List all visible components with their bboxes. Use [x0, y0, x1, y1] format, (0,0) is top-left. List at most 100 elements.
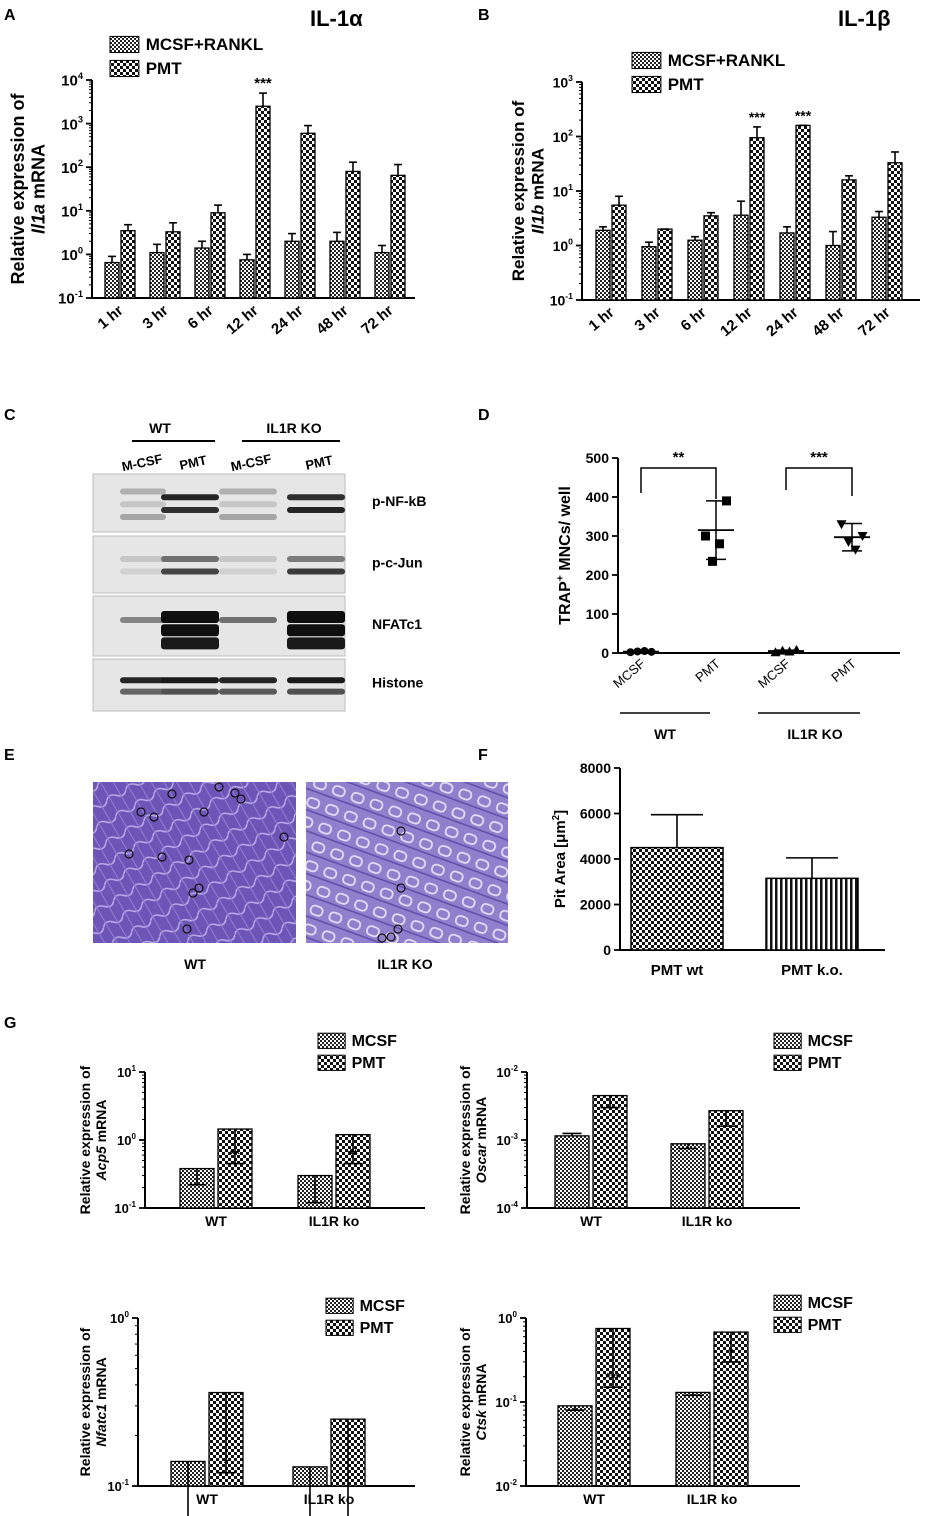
- bar-G2-0-0: [554, 1135, 590, 1209]
- ytick-label-B: 101: [553, 182, 574, 199]
- bar-A-0-2: [194, 247, 210, 299]
- xtick-label-B: 72 hr: [855, 304, 894, 340]
- xtick-label-A: 24 hr: [268, 302, 307, 338]
- pit-marker-circle: [236, 794, 246, 804]
- pit-marker-circle: [188, 888, 198, 898]
- blot-band: [161, 494, 219, 501]
- blot-lane-label: M-CSF: [120, 451, 163, 474]
- blot-band-label: Histone: [372, 675, 424, 691]
- ytick-label-G2: 10-2: [496, 1064, 518, 1080]
- xtick-label-B: 3 hr: [632, 304, 664, 335]
- legend-G3-entry-1: PMT: [360, 1320, 394, 1337]
- panel-letter-E: E: [4, 747, 15, 764]
- bar-B-1-0: [611, 204, 627, 301]
- data-point-D: [701, 531, 710, 541]
- pit-marker-circle: [182, 924, 192, 934]
- legend-G4-swatch-0: [773, 1294, 802, 1311]
- bar-A-0-6: [374, 251, 390, 299]
- blot-band: [120, 488, 166, 495]
- ylabel-G4: Relative expression ofCtsk mRNA: [457, 1327, 489, 1476]
- xtick-label-D: MCSF: [610, 656, 648, 691]
- blot-band: [120, 568, 166, 575]
- ytick-label-B: 102: [553, 128, 574, 145]
- significance-D: ***: [810, 449, 828, 466]
- bar-G4-0-1: [675, 1391, 711, 1487]
- blot-band: [161, 688, 219, 695]
- ytick-label-A: 104: [61, 71, 84, 90]
- xtick-label-B: 1 hr: [586, 304, 618, 335]
- legend-G2-entry-1: PMT: [808, 1055, 842, 1072]
- legend-A-entry-1: PMT: [146, 59, 183, 78]
- panel-letter-B: B: [478, 7, 490, 24]
- xtick-label-B: 24 hr: [763, 304, 802, 340]
- bar-B-1-1: [657, 228, 673, 301]
- legend-A-entry-0: MCSF+RANKL: [146, 35, 264, 54]
- panel-letter-D: D: [478, 407, 490, 424]
- ytick-label-G1: 100: [117, 1132, 136, 1148]
- legend-B-swatch-0: [631, 51, 662, 70]
- bar-B-1-3: [749, 137, 765, 301]
- bar-A-0-4: [284, 240, 300, 299]
- bar-A-0-0: [104, 261, 120, 299]
- legend-B-entry-0: MCSF+RANKL: [668, 51, 786, 70]
- comparison-bracket-D: [785, 467, 853, 496]
- ylabel-G1: Relative expression ofAcp5 mRNA: [77, 1065, 109, 1214]
- pit-marker-circle: [149, 812, 159, 822]
- ytick-label-G1: 10-1: [114, 1200, 136, 1216]
- blot-lane-label: PMT: [304, 452, 334, 472]
- blot-band: [219, 501, 277, 508]
- bar-B-0-6: [871, 216, 887, 301]
- blot-band: [120, 501, 166, 508]
- ytick-label-D: 0: [601, 645, 609, 661]
- legend-G2-swatch-1: [773, 1054, 802, 1071]
- ytick-label-A: 101: [61, 202, 83, 221]
- ytick-label-A: 100: [61, 245, 83, 264]
- ytick-label-G2: 10-4: [496, 1200, 518, 1216]
- bar-B-0-0: [595, 229, 611, 301]
- significance-B: ***: [749, 109, 766, 125]
- data-point-D: [715, 539, 724, 549]
- pit-marker-circle: [184, 855, 194, 865]
- blot-band: [161, 507, 219, 514]
- panel-letter-G: G: [4, 1015, 16, 1032]
- blot-band: [120, 677, 166, 684]
- blot-band: [161, 624, 219, 637]
- blot-band: [287, 677, 345, 684]
- title-A: IL-1α: [310, 6, 363, 31]
- legend-G4-entry-1: PMT: [808, 1317, 842, 1334]
- legend-G1-swatch-1: [317, 1054, 346, 1071]
- ylabel-D: TRAP+ MNCs/ well: [556, 486, 574, 625]
- xtick-label-A: 12 hr: [223, 302, 262, 338]
- ytick-label-G4: 10-1: [495, 1394, 517, 1410]
- legend-G3-swatch-1: [325, 1319, 354, 1336]
- pit-marker-circle: [230, 788, 240, 798]
- ytick-label-F: 6000: [580, 806, 611, 822]
- ytick-label-D: 100: [586, 606, 610, 622]
- legend-G1-swatch-0: [317, 1032, 346, 1049]
- data-point-D: [836, 520, 847, 530]
- bar-A-1-1: [165, 231, 181, 299]
- blot-band-label: p-c-Jun: [372, 554, 423, 570]
- bar-G2-1-0: [592, 1094, 628, 1209]
- ylabel-F: Pit Area [μm2]: [551, 810, 569, 908]
- xtick-label-B: 6 hr: [678, 304, 710, 335]
- group-label-D: IL1R KO: [787, 726, 842, 742]
- pit-marker-circle: [386, 932, 396, 942]
- legend-G2-entry-0: MCSF: [808, 1033, 854, 1050]
- xtick-label-A: 3 hr: [140, 302, 172, 333]
- ytick-label-B: 100: [553, 237, 574, 254]
- xtick-label-G4: IL1R ko: [687, 1491, 738, 1507]
- pit-marker-circle: [124, 849, 134, 859]
- ytick-label-F: 0: [603, 942, 611, 958]
- bar-A-1-2: [210, 212, 226, 299]
- significance-G1: **: [230, 1147, 241, 1162]
- micrograph-il1r-ko: [306, 782, 508, 943]
- legend-B-entry-1: PMT: [668, 75, 705, 94]
- ytick-label-G3: 100: [110, 1310, 129, 1326]
- bar-G2-0-1: [670, 1143, 706, 1209]
- xtick-label-B: 48 hr: [809, 304, 848, 340]
- panel-letter-A: A: [4, 7, 16, 24]
- blot-band: [120, 688, 166, 695]
- pit-marker-circle: [194, 883, 204, 893]
